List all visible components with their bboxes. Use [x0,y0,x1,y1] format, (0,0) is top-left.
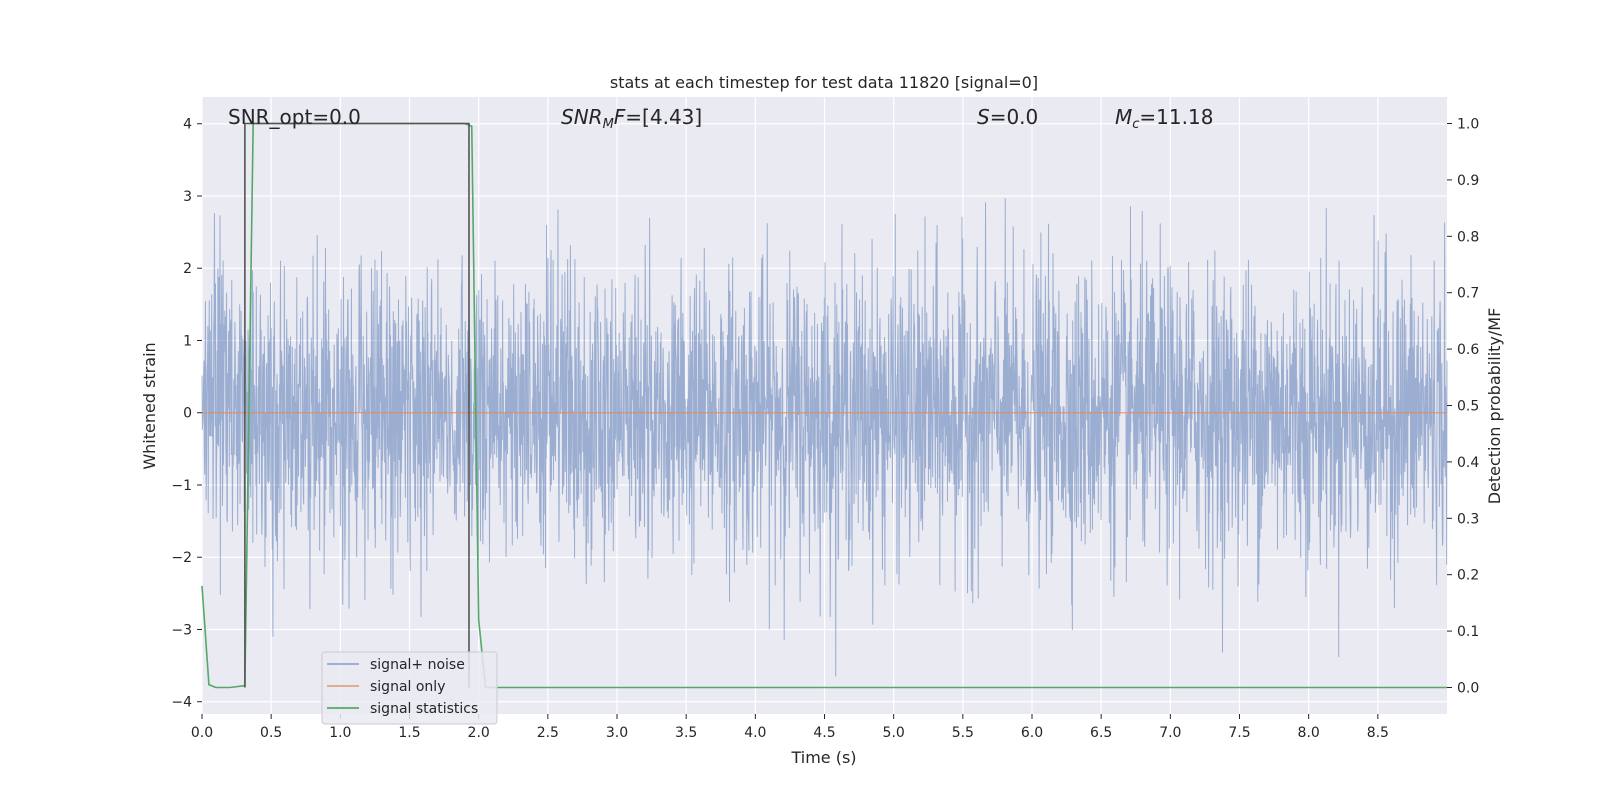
x-tick-label: 2.0 [468,725,490,741]
x-tick-label: 8.0 [1298,725,1320,741]
annotation-mc-subscript: c [1132,117,1139,132]
y2-tick-label: 0.6 [1457,342,1479,358]
x-tick-label: 5.5 [952,725,974,741]
y2-tick-label: 0.2 [1457,568,1479,584]
y-tick-label: −1 [171,478,192,494]
axes: 0.0 0.5 1.0 1.5 2.0 2.5 3.0 3.5 4.0 4.5 5.0 5.5 6.0 6… [171,117,1479,741]
y-axis-label: Whitened strain [140,342,159,469]
x-tick-label: 3.5 [675,725,697,741]
x-tick-label: 2.5 [537,725,559,741]
y2-tick-label: 0.1 [1457,624,1479,640]
y-tick-label: 3 [183,189,192,205]
y-tick-label: 2 [183,261,192,277]
annotation-snr-mf-value: =[4.43] [625,105,702,129]
y-tick-label: 0 [183,406,192,422]
y2-tick-label: 0.8 [1457,229,1479,245]
x-tick-label: 4.0 [744,725,766,741]
x-axis-label: Time (s) [790,748,856,767]
annotation-snr-mf-f: F [614,105,626,129]
y-tick-label: −2 [171,550,192,566]
annotation-mc: Mc=11.18 [1115,105,1213,132]
legend: signal+ noise signal only signal statist… [321,651,498,725]
y2-axis-label: Detection probability/MF [1485,308,1504,505]
x-tick-label: 0.5 [260,725,282,741]
annotation-s: S=0.0 [977,105,1038,129]
y2-tick-label: 0.5 [1457,399,1479,415]
series-mf-window [244,122,470,688]
y-tick-label: 4 [183,117,192,133]
annotation-snr-mf: SNRMF=[4.43] [561,105,702,132]
series-signal-noise [201,198,1448,677]
series-signal-noise-line [201,198,1448,677]
legend-label-signal-only: signal only [370,679,445,695]
annotation-mc-symbol: M [1115,105,1132,129]
y2-tick-label: 0.7 [1457,286,1479,302]
y2-tick-label: 1.0 [1457,117,1479,133]
y2-tick-label: 0.3 [1457,511,1479,527]
x-tick-label: 6.5 [1090,725,1112,741]
x-tick-label: 4.5 [813,725,835,741]
x-tick-label: 1.0 [329,725,351,741]
x-tick-label: 1.5 [398,725,420,741]
y2-tick-label: 0.4 [1457,455,1479,471]
annotation-snr-opt: SNR_opt=0.0 [228,105,361,129]
legend-box [321,651,498,725]
y2-tick-label: 0.9 [1457,173,1479,189]
annotation-s-value: =0.0 [990,105,1039,129]
annotation-snr-mf-subscript: M [603,117,614,132]
y-tick-label: 1 [183,333,192,349]
series-lines [201,122,1447,689]
annotation-s-symbol: S [977,105,990,129]
annotation-mc-value: =11.18 [1139,105,1213,129]
x-tick-label: 6.0 [1021,725,1043,741]
x-tick-label: 7.0 [1159,725,1181,741]
x-tick-label: 7.5 [1228,725,1250,741]
annotation-snr-mf-symbol: SNR [561,105,603,129]
y-tick-label: −3 [171,622,192,638]
chart-title: stats at each timestep for test data 118… [610,73,1038,92]
legend-label-signal-noise: signal+ noise [370,657,465,673]
x-tick-label: 5.0 [883,725,905,741]
x-tick-label: 0.0 [191,725,213,741]
x-tick-label: 3.0 [606,725,628,741]
y-tick-label: −4 [171,695,192,711]
legend-label-signal-statistics: signal statistics [370,701,478,717]
x-tick-label: 8.5 [1367,725,1389,741]
y2-tick-label: 0.0 [1457,680,1479,696]
